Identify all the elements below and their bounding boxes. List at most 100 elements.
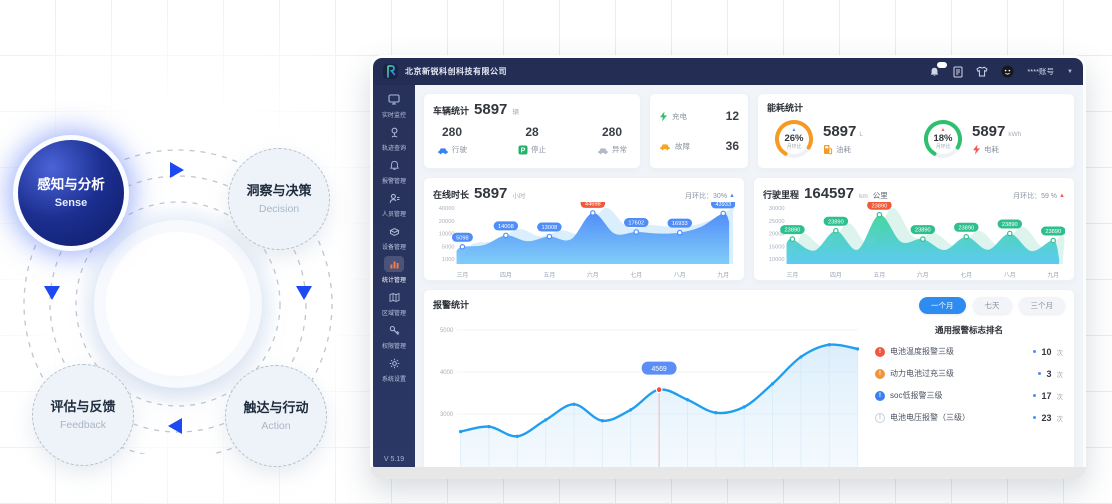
node-action: 触达与行动 Action — [225, 365, 327, 467]
sidebar-item-bell[interactable]: 报警管理 — [381, 157, 407, 185]
notification-bell-icon[interactable] — [929, 61, 948, 78]
svg-text:七月: 七月 — [960, 271, 972, 279]
tab-七天[interactable]: 七天 — [972, 297, 1012, 314]
chevron-down-icon[interactable]: ▼ — [1067, 68, 1073, 75]
node-sense-en: Sense — [54, 196, 88, 209]
svg-text:17602: 17602 — [628, 221, 644, 227]
sidebar-item-label: 统计管理 — [382, 277, 406, 284]
mileage-card: 行驶里程 164597 km 公里 月环比：59 % ▲ 30000 25000 20… — [753, 177, 1075, 281]
sidebar-item-gear[interactable]: 系统设置 — [381, 355, 407, 383]
ranking-unit: 次 — [1056, 371, 1064, 379]
row-value: 36 — [725, 139, 739, 153]
mileage-unit: 公里 — [872, 191, 888, 200]
alarm-rank-icon: ! — [875, 368, 885, 379]
alarm-title: 报警统计 — [433, 300, 470, 310]
dashboard-mockup: 北京新锐科创科技有限公司 ****账号 ▼ — [370, 55, 1086, 479]
energy-label: 油耗 — [836, 145, 851, 154]
svg-text:五月: 五月 — [874, 272, 886, 279]
vehicle-stat-行驶: 280 行驶 — [437, 125, 467, 155]
ranking-label: 电池温度报警三级 — [890, 347, 954, 356]
main-content: 车辆统计 5897 辆 280 行驶 28 P 停止 280 异常 充电 12 故障 36 能耗统… — [415, 85, 1083, 469]
device-icon — [384, 223, 404, 239]
svg-text:23890: 23890 — [785, 228, 801, 234]
sidebar-item-route[interactable]: 轨迹查询 — [381, 124, 407, 152]
vehicle-stats-card: 车辆统计 5897 辆 280 行驶 28 P 停止 280 异常 — [423, 93, 641, 169]
person-icon — [384, 190, 404, 206]
key-icon — [384, 322, 404, 338]
ranking-count: 10 — [1041, 346, 1052, 357]
tab-一个月[interactable]: 一个月 — [919, 297, 966, 314]
svg-text:14008: 14008 — [498, 224, 514, 230]
row-故障: 故障 36 — [659, 139, 739, 153]
mileage-chart[interactable]: 30000 25000 20000 15000 10000 23890 三月 23890 四… — [763, 202, 1065, 282]
sidebar-item-label: 轨迹查询 — [382, 145, 406, 152]
node-decision: 洞察与决策 Decision — [228, 148, 330, 250]
svg-text:3000: 3000 — [440, 411, 454, 418]
energy-ring-电耗: ▲ 18% 月环比 5897 kWh 电耗 — [916, 118, 1065, 160]
sidebar-item-person[interactable]: 人员管理 — [381, 190, 407, 218]
map-icon — [384, 289, 404, 305]
ring-sublabel: 月环比 — [935, 143, 951, 150]
energy-stats-card: 能耗统计 ▲ 26% 月环比 5897 L 油耗 ▲ 18% 月环比 5897 kWh 电耗 — [757, 93, 1075, 169]
ring-sublabel: 月环比 — [786, 143, 802, 150]
ranking-unit: 次 — [1056, 349, 1064, 357]
route-icon — [384, 124, 404, 140]
energy-label: 电耗 — [984, 145, 999, 154]
monitor-icon — [384, 91, 404, 107]
sidebar-item-chart[interactable]: 统计管理 — [381, 256, 407, 284]
chart-icon — [384, 256, 404, 272]
svg-text:25000: 25000 — [769, 219, 785, 225]
svg-text:六月: 六月 — [917, 271, 929, 279]
mock-bezel-bottom — [370, 467, 1086, 479]
tab-三个月[interactable]: 三个月 — [1018, 297, 1065, 314]
arrow-right-icon — [170, 162, 184, 178]
sidebar-item-device[interactable]: 设备管理 — [381, 223, 407, 251]
sidebar-item-label: 权限管理 — [382, 343, 406, 350]
svg-text:23890: 23890 — [1002, 222, 1018, 228]
app-logo — [383, 64, 398, 79]
document-icon[interactable] — [953, 66, 963, 78]
node-action-zh: 触达与行动 — [243, 400, 309, 416]
sidebar-item-label: 人员管理 — [382, 211, 406, 218]
sidebar-item-key[interactable]: 权限管理 — [381, 322, 407, 350]
energy-ring-油耗: ▲ 26% 月环比 5897 L 油耗 — [767, 118, 916, 160]
svg-text:43933: 43933 — [715, 202, 731, 208]
car-icon — [597, 145, 609, 155]
version-label: V 5.19 — [383, 456, 405, 463]
bullet-icon — [1033, 416, 1037, 419]
ranking-label: soc低报警三级 — [890, 391, 943, 400]
svg-text:九月: 九月 — [717, 271, 729, 279]
svg-text:四月: 四月 — [500, 272, 512, 279]
svg-text:5098: 5098 — [456, 235, 469, 241]
svg-text:P: P — [521, 147, 526, 154]
ranking-item-3: ! soc低报警三级 17 次 — [875, 390, 1063, 401]
svg-text:三月: 三月 — [787, 272, 799, 279]
fuel-icon — [823, 144, 833, 155]
bolt-icon — [972, 144, 981, 155]
row-充电: 充电 12 — [659, 109, 739, 123]
charge-fault-card: 充电 12 故障 36 — [649, 93, 749, 169]
svg-text:4569: 4569 — [651, 364, 666, 373]
notification-badge — [937, 61, 948, 68]
node-action-en: Action — [261, 419, 291, 432]
svg-text:七月: 七月 — [630, 271, 642, 279]
vehicle-stat-停止: 28 P 停止 — [518, 125, 546, 155]
alarm-chart[interactable]: 5000 4000 3000 4569 — [433, 318, 865, 469]
ranking-unit: 次 — [1056, 393, 1064, 401]
ranking-title: 通用报警标志排名 — [934, 325, 1003, 335]
node-sense: 感知与分析 Sense — [18, 140, 124, 246]
shirt-icon[interactable] — [976, 66, 988, 77]
online-mom: 月环比：30% ▲ — [685, 193, 735, 200]
avatar[interactable] — [1001, 65, 1014, 78]
sidebar-item-map[interactable]: 区域管理 — [381, 289, 407, 317]
vehicle-card-title: 车辆统计 — [433, 106, 470, 116]
sidebar-item-label: 设备管理 — [382, 244, 406, 251]
online-duration-chart[interactable]: 40000 20000 10000 5000 1000 5098 三月 14008 四月 1… — [433, 202, 735, 282]
mileage-value: 164597 — [804, 185, 855, 202]
arrow-left-icon — [168, 418, 182, 434]
ring-gauge: ▲ 26% 月环比 — [773, 118, 815, 160]
stat-value: 280 — [441, 125, 463, 139]
energy-value: 5897 — [823, 123, 857, 140]
account-label[interactable]: ****账号 — [1027, 67, 1055, 76]
sidebar-item-monitor[interactable]: 实时监控 — [381, 91, 407, 119]
